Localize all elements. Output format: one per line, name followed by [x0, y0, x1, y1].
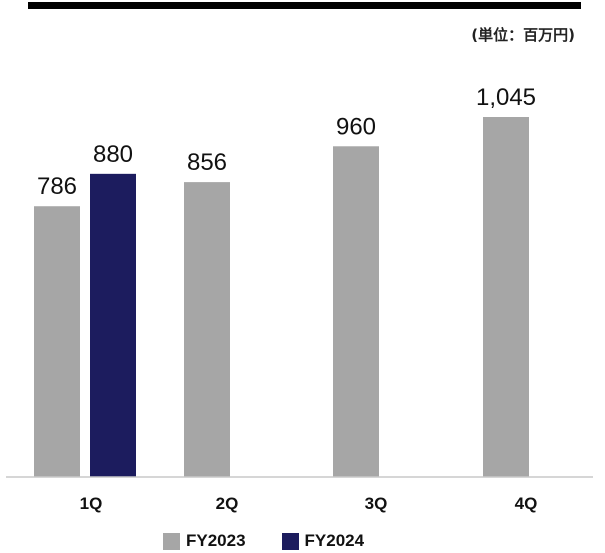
legend: FY2023 FY2024 — [163, 531, 364, 551]
x-tick-label-1q: 1Q — [80, 494, 103, 513]
x-tick-layer: 1Q 2Q 3Q 4Q — [80, 494, 538, 513]
bar-fy2024-1q — [90, 173, 136, 477]
legend-label-fy2023: FY2023 — [186, 531, 246, 550]
data-label-fy2023-2q: 856 — [187, 149, 227, 176]
top-rule — [28, 2, 581, 9]
x-tick-label-2q: 2Q — [216, 494, 239, 513]
x-tick-label-3q: 3Q — [365, 494, 388, 513]
bar-layer: 786 856 960 1,045 880 — [34, 84, 536, 478]
x-tick-label-4q: 4Q — [515, 494, 538, 513]
bar-fy2023-2q — [184, 182, 230, 477]
legend-item-fy2024: FY2024 — [281, 531, 365, 551]
bar-fy2023-1q — [34, 206, 80, 477]
data-label-fy2023-3q: 960 — [336, 113, 376, 140]
legend-label-fy2024: FY2024 — [304, 531, 365, 550]
data-label-fy2023-4q: 1,045 — [476, 84, 536, 111]
legend-item-fy2023: FY2023 — [163, 531, 246, 551]
legend-swatch-fy2024 — [281, 532, 299, 550]
legend-swatch-fy2023 — [163, 532, 180, 550]
data-label-fy2023-1q: 786 — [37, 173, 77, 200]
unit-note: (単位：百万円) — [471, 26, 575, 44]
data-label-fy2024-1q: 880 — [93, 141, 133, 168]
bar-fy2023-3q — [333, 146, 379, 478]
bar-fy2023-4q — [483, 117, 529, 477]
